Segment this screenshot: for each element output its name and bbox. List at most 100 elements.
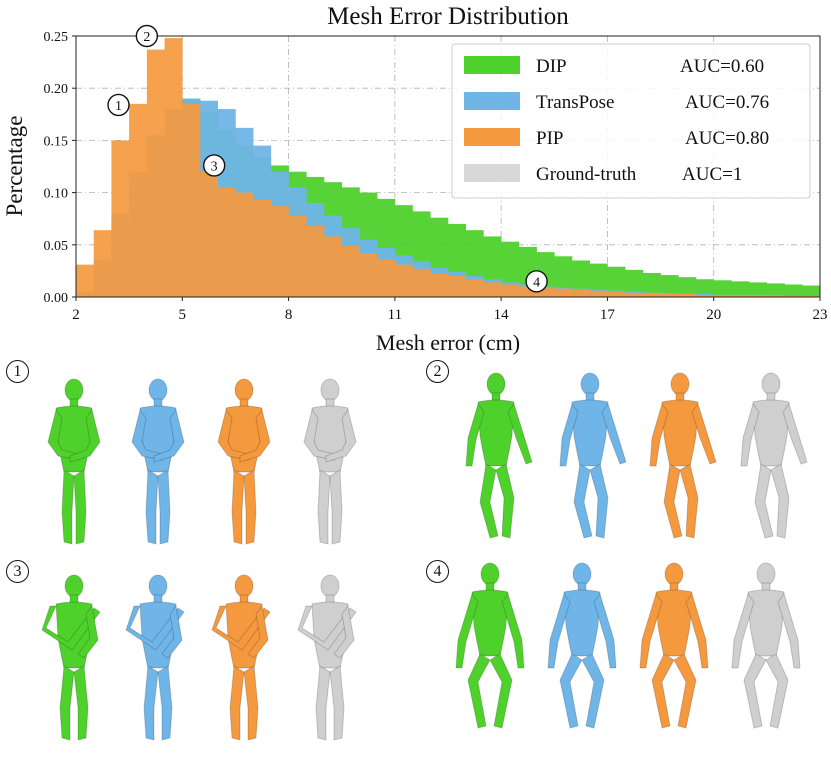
y-tick-label: 0.20 [44,82,69,97]
legend-swatch-pip [464,128,520,146]
legend-swatch-transpose [464,92,520,110]
human-mesh-ground-truth [720,556,812,746]
bar-pip [642,292,661,297]
bar-pip [324,236,343,297]
legend-box [451,43,811,199]
bar-pip [129,103,148,297]
bar-pip [660,293,679,297]
mesh-panel-3: 3 [0,556,415,741]
human-mesh-dip [450,366,542,556]
bar-pip [341,245,360,297]
x-axis-label: Mesh error (cm) [376,330,520,355]
bar-dip [642,272,661,297]
bar-pip [483,282,502,297]
human-mesh-dip [444,556,536,746]
legend-auc-transpose: AUC=0.76 [685,92,769,113]
annotation-circle [135,24,159,48]
bar-dip [802,285,821,297]
annotation-circle [525,270,548,293]
bar-dip [766,283,785,297]
human-mesh-dip [28,372,120,562]
y-tick-label: 0.15 [44,134,69,149]
annotation-label: 1 [115,99,122,114]
annotation-circle [107,93,130,117]
human-mesh-transpose [112,568,204,758]
panel-badge-2: 2 [426,360,449,383]
annotation-circle [202,154,226,177]
bar-pip [93,230,112,297]
bar-dip [572,260,591,297]
bar-dip [660,275,679,297]
human-mesh-pip [198,372,290,562]
bar-dip [625,269,644,297]
bar-dip [696,279,715,297]
annotation-label: 4 [533,275,540,290]
x-tick-label: 20 [706,307,721,323]
mesh-panel-2: 2 [420,356,831,546]
legend-auc-pip: AUC=0.80 [685,128,769,149]
bar-dip [784,284,803,297]
panel-badge-3: 3 [6,560,29,583]
legend-label-ground-truth: Ground-truth [536,164,637,185]
bar-pip [802,295,821,297]
bar-pip [749,294,768,297]
bar-pip [731,294,750,297]
human-mesh-pip [628,556,720,746]
bar-pip [589,290,608,297]
bar-pip [678,293,697,297]
bar-pip [784,295,803,297]
bar-pip [412,268,431,297]
bar-pip [430,272,449,297]
human-mesh-pip [634,366,726,556]
x-tick-label: 17 [600,307,616,323]
human-mesh-dip [28,568,120,758]
bar-dip [607,266,626,297]
bar-dip [678,277,697,297]
bar-pip [377,259,396,297]
legend-auc-ground-truth: AUC=1 [682,164,742,185]
human-mesh-transpose [544,366,636,556]
annotation-label: 3 [211,159,218,174]
bar-pip [235,192,254,297]
x-tick-label: 11 [388,307,402,323]
mesh-panel-4: 4 [420,556,831,741]
human-mesh-transpose [112,372,204,562]
bar-pip [465,279,484,297]
bar-pip [306,226,325,297]
legend-swatch-dip [464,56,520,74]
x-tick-label: 2 [72,307,80,323]
bar-pip [200,171,219,297]
panel-badge-1: 1 [6,360,29,383]
bar-pip [182,103,201,297]
chart-title: Mesh Error Distribution [327,3,569,30]
bar-pip [518,286,537,297]
y-tick-label: 0.10 [44,187,69,202]
bar-pip [696,294,715,297]
bar-pip [501,284,520,297]
bar-pip [625,292,644,297]
legend-label-dip: DIP [536,56,567,77]
bar-pip [448,276,467,297]
bar-dip [749,282,768,297]
bar-dip [713,280,732,297]
bar-pip [164,38,183,297]
legend-label-pip: PIP [536,128,563,149]
mesh-panel-1: 1 [0,356,415,546]
bar-pip [111,140,130,297]
human-mesh-transpose [536,556,628,746]
bar-pip [607,291,626,297]
x-tick-label: 23 [813,307,828,323]
bar-pip [288,215,307,297]
human-mesh-ground-truth [725,366,817,556]
legend-auc-dip: AUC=0.60 [680,56,764,77]
bar-pip [572,289,591,297]
annotation-label: 2 [143,30,150,45]
bar-dip [589,263,608,297]
bar-dip [554,256,573,297]
bar-pip [270,206,289,297]
bar-pip [394,264,413,297]
human-mesh-ground-truth [284,372,376,562]
bar-pip [554,288,573,297]
x-tick-label: 8 [285,307,293,323]
